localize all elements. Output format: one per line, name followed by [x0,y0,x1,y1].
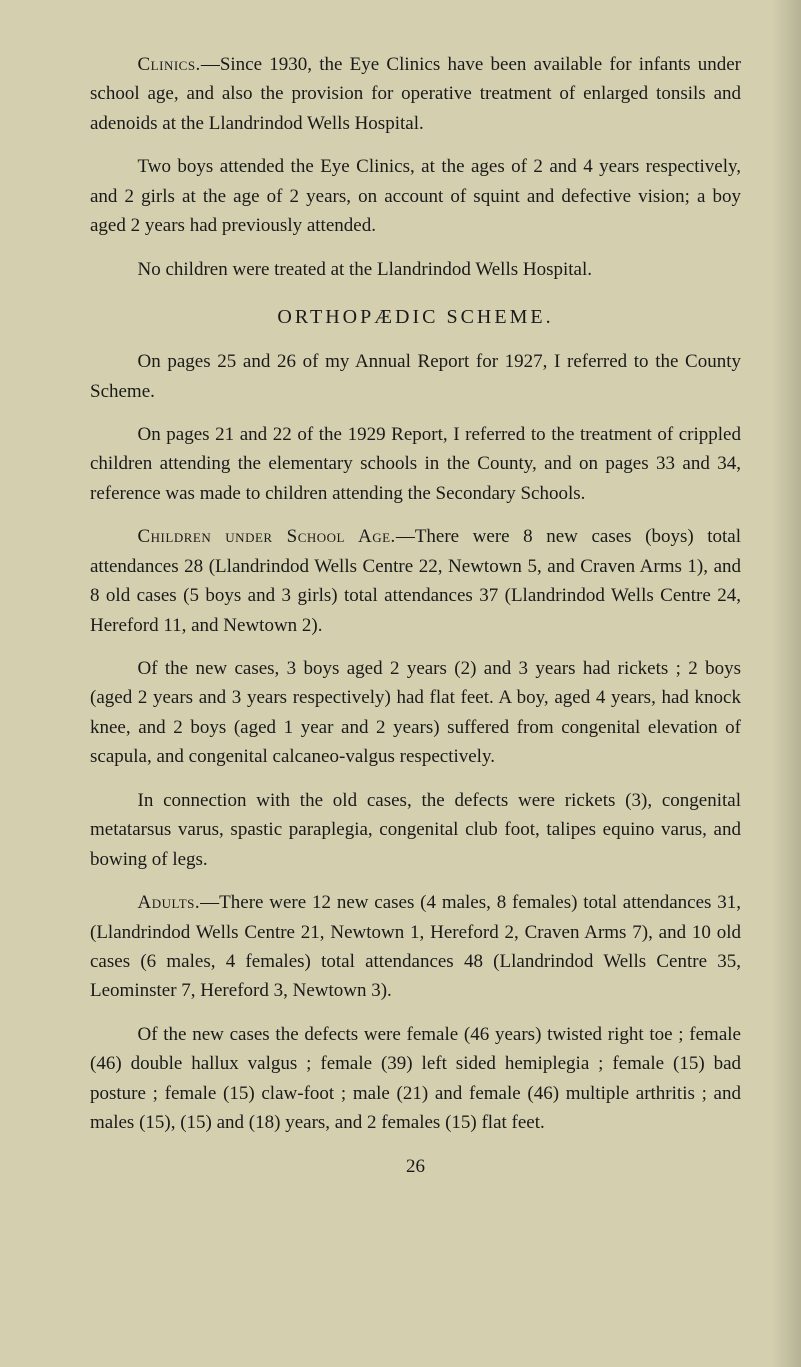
paragraph-defects: Of the new cases the defects were female… [90,1020,741,1138]
paragraph-pages-25-26: On pages 25 and 26 of my Annual Report f… [90,347,741,406]
paragraph-two-boys: Two boys attended the Eye Clinics, at th… [90,152,741,240]
document-page: Clinics.—Since 1930, the Eye Clinics hav… [90,50,741,1181]
lead-adults: Adults. [138,892,201,913]
paragraph-old-cases: In connection with the old cases, the de… [90,786,741,874]
section-heading-orthopaedic: ORTHOPÆDIC SCHEME. [90,302,741,333]
lead-children: Children under School Age. [138,526,396,547]
paragraph-pages-21-22: On pages 21 and 22 of the 1929 Report, I… [90,420,741,508]
paragraph-children-under: Children under School Age.—There were 8 … [90,522,741,640]
paragraph-adults: Adults.—There were 12 new cases (4 males… [90,888,741,1006]
paragraph-clinics: Clinics.—Since 1930, the Eye Clinics hav… [90,50,741,138]
paragraph-new-cases: Of the new cases, 3 boys aged 2 years (2… [90,654,741,772]
paragraph-no-children: No children were treated at the Llandrin… [90,255,741,284]
lead-clinics: Clinics. [138,54,201,75]
page-number: 26 [90,1152,741,1181]
page-edge-shadow [771,0,801,1367]
